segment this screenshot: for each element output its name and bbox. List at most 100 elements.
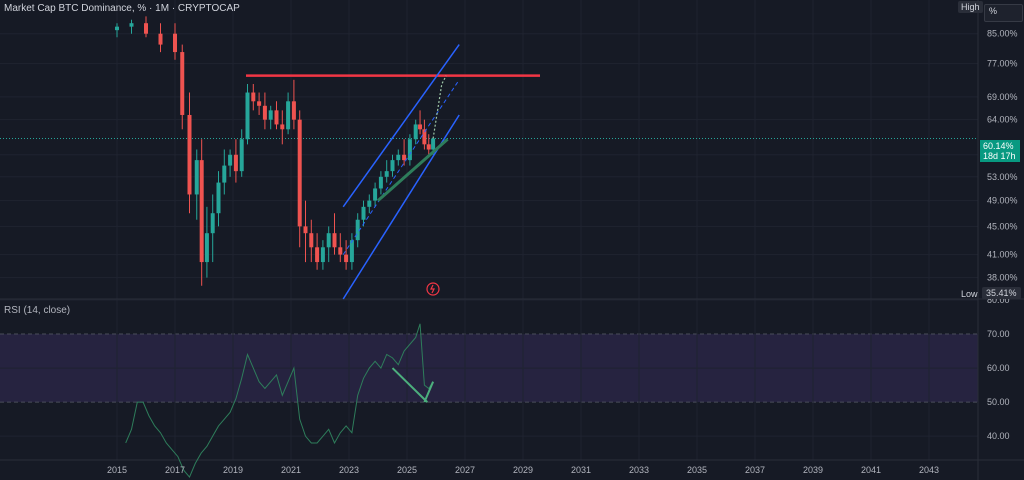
rsi-tick-label: 70.00 bbox=[987, 329, 1010, 339]
projection-path bbox=[432, 75, 447, 139]
candle-body bbox=[173, 33, 177, 53]
candle-body bbox=[384, 171, 389, 177]
price-tick-label: 77.00% bbox=[987, 59, 1018, 69]
candle-body bbox=[407, 139, 412, 161]
rsi-tick-label: 80.00 bbox=[987, 295, 1010, 305]
time-tick-label: 2023 bbox=[339, 465, 359, 475]
time-tick-label: 2039 bbox=[803, 465, 823, 475]
candle-body bbox=[239, 139, 244, 172]
candle-body bbox=[268, 110, 273, 120]
candle-body bbox=[402, 154, 407, 161]
candle-body bbox=[297, 119, 302, 227]
time-tick-label: 2015 bbox=[107, 465, 127, 475]
time-tick-label: 2027 bbox=[455, 465, 475, 475]
candle-body bbox=[431, 138, 436, 150]
last-price-badge: 60.14% 18d 17h bbox=[980, 140, 1020, 162]
candle-body bbox=[338, 247, 343, 255]
price-tick-label: 41.00% bbox=[987, 250, 1018, 260]
candle-body bbox=[233, 154, 238, 172]
candles-group bbox=[115, 16, 436, 286]
candle-body bbox=[280, 124, 285, 130]
candle-body bbox=[344, 254, 349, 263]
price-tick-label: 49.00% bbox=[987, 196, 1018, 206]
rsi-group bbox=[125, 323, 435, 478]
candle-body bbox=[378, 176, 383, 189]
candle-body bbox=[390, 160, 395, 172]
candle-body bbox=[129, 23, 134, 27]
candle-body bbox=[361, 206, 366, 220]
candle-body bbox=[418, 124, 423, 130]
time-tick-label: 2041 bbox=[861, 465, 881, 475]
time-tick-label: 2037 bbox=[745, 465, 765, 475]
rsi-axis: 80.00 70.00 60.00 50.00 40.00 bbox=[987, 295, 1010, 441]
drawings-group bbox=[246, 44, 540, 300]
candle-body bbox=[426, 144, 431, 150]
price-tick-label: 53.00% bbox=[987, 172, 1018, 182]
candle-body bbox=[216, 182, 221, 214]
support-trend-line bbox=[377, 138, 449, 202]
candle-body bbox=[158, 33, 163, 45]
candle-body bbox=[326, 233, 331, 248]
candle-body bbox=[245, 92, 250, 140]
time-tick-label: 2029 bbox=[513, 465, 533, 475]
price-tick-label: 45.00% bbox=[987, 221, 1018, 231]
candle-body bbox=[303, 226, 308, 234]
replay-icon[interactable] bbox=[426, 282, 440, 296]
candle-body bbox=[144, 23, 148, 34]
high-label: High bbox=[958, 1, 983, 13]
candle-body bbox=[262, 105, 267, 120]
time-tick-label: 2021 bbox=[281, 465, 301, 475]
candle-body bbox=[274, 110, 279, 125]
time-tick-label: 2019 bbox=[223, 465, 243, 475]
rsi-line bbox=[125, 323, 434, 478]
rsi-tick-label: 40.00 bbox=[987, 431, 1010, 441]
candle-body bbox=[349, 240, 354, 263]
candle-body bbox=[228, 154, 233, 166]
rsi-tick-label: 50.00 bbox=[987, 397, 1010, 407]
time-tick-label: 2035 bbox=[687, 465, 707, 475]
candle-body bbox=[194, 160, 199, 195]
candle-body bbox=[180, 52, 185, 115]
time-tick-label: 2031 bbox=[571, 465, 591, 475]
last-price-value: 60.14% bbox=[983, 141, 1014, 151]
candle-body bbox=[199, 160, 204, 263]
candle-body bbox=[373, 188, 378, 201]
rsi-title: RSI (14, close) bbox=[4, 305, 71, 316]
candle-body bbox=[332, 233, 337, 248]
time-tick-label: 2043 bbox=[919, 465, 939, 475]
grid-lines bbox=[0, 0, 978, 460]
unit-selector[interactable]: % bbox=[984, 4, 1023, 22]
candle-body bbox=[355, 219, 360, 241]
chart-title: Market Cap BTC Dominance, % · 1M · CRYPT… bbox=[4, 3, 240, 14]
candle-body bbox=[413, 124, 418, 140]
candle-body bbox=[251, 92, 256, 102]
candle-body bbox=[286, 101, 291, 130]
candle-body bbox=[257, 101, 262, 106]
rsi-divergence-line bbox=[391, 367, 428, 403]
candle-body bbox=[367, 200, 372, 207]
low-label: Low bbox=[961, 289, 978, 299]
price-tick-label: 38.00% bbox=[987, 273, 1018, 283]
candle-body bbox=[187, 114, 192, 195]
rsi-support-line bbox=[423, 381, 435, 403]
price-tick-label: 85.00% bbox=[987, 29, 1018, 39]
candle-body bbox=[309, 233, 314, 248]
time-tick-label: 2033 bbox=[629, 465, 649, 475]
low-value: 35.41% bbox=[982, 287, 1021, 299]
candle-body bbox=[315, 247, 320, 263]
price-tick-label: 69.00% bbox=[987, 92, 1018, 102]
channel-upper-line bbox=[342, 44, 460, 208]
time-tick-label: 2017 bbox=[165, 465, 185, 475]
candle-body bbox=[204, 233, 209, 263]
candle-body bbox=[210, 213, 215, 234]
candle-body bbox=[291, 101, 296, 120]
candle-body bbox=[396, 154, 401, 161]
candle-body bbox=[320, 247, 325, 263]
time-tick-label: 2025 bbox=[397, 465, 417, 475]
candle-body bbox=[222, 165, 227, 183]
rsi-tick-label: 60.00 bbox=[987, 363, 1010, 373]
candle-body bbox=[422, 129, 427, 145]
bar-countdown: 18d 17h bbox=[983, 151, 1016, 161]
price-tick-label: 64.00% bbox=[987, 115, 1018, 125]
